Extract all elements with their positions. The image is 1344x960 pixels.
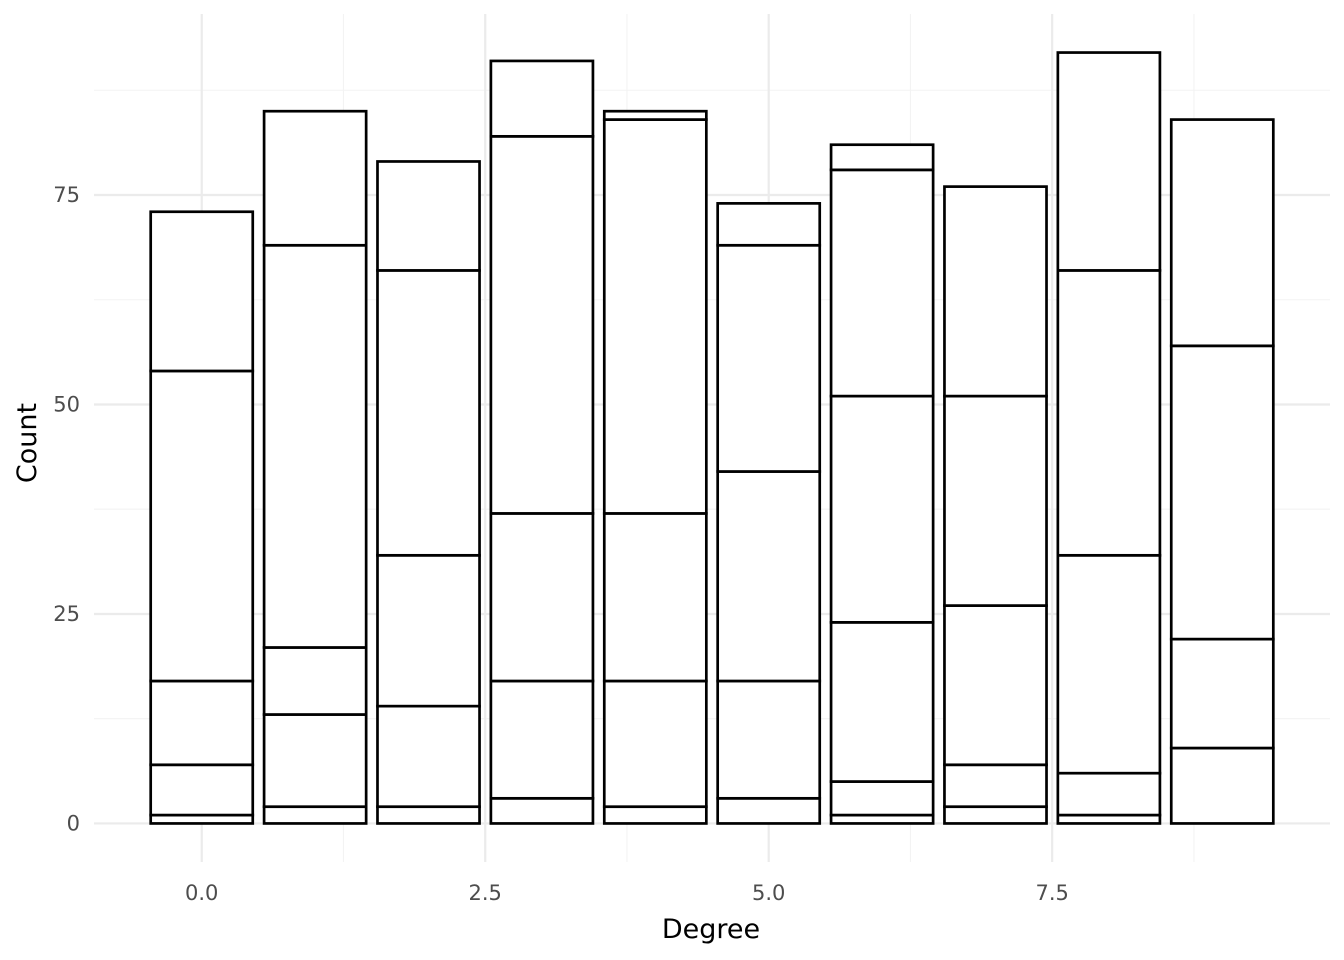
bar-segment — [262, 805, 368, 825]
x-axis-ticks: 0.0 2.5 5.0 7.5 — [185, 881, 1069, 905]
bar-segment — [1169, 637, 1275, 750]
bar-segment — [716, 796, 822, 825]
bar-segment — [943, 763, 1048, 809]
bar-segment — [943, 394, 1048, 607]
bar-segment — [149, 679, 255, 767]
bar-degree-3 — [489, 59, 595, 825]
bar-segment — [262, 109, 368, 247]
bar-segment — [602, 118, 708, 515]
bar-segment — [1056, 771, 1162, 817]
bar-segment — [1169, 118, 1275, 348]
bar-degree-1 — [262, 109, 368, 825]
bar-segment — [829, 168, 935, 398]
x-axis-title: Degree — [662, 914, 760, 945]
y-tick-label: 50 — [53, 392, 80, 416]
bar-segment — [943, 185, 1048, 398]
bar-segment — [376, 160, 481, 272]
bar-segment — [602, 109, 708, 121]
x-tick-label: 5.0 — [752, 881, 785, 905]
bar-segment — [489, 796, 595, 825]
x-tick-label: 0.0 — [185, 881, 218, 905]
y-axis-title: Count — [12, 403, 43, 483]
bar-segment — [262, 243, 368, 649]
bar-segment — [829, 780, 935, 817]
y-axis-ticks: 0 25 50 75 — [53, 183, 80, 835]
bar-segment — [716, 470, 822, 683]
bar-segment — [829, 394, 935, 624]
bar-segment — [716, 243, 822, 473]
y-tick-label: 0 — [67, 811, 80, 835]
bar-segment — [489, 59, 595, 138]
bar-segment — [602, 679, 708, 809]
bar-segment — [262, 713, 368, 809]
bar-segment — [602, 512, 708, 683]
bar-degree-7 — [943, 185, 1048, 825]
bar-segment — [1056, 269, 1162, 557]
bar-segment — [489, 512, 595, 683]
bar-segment — [829, 143, 935, 172]
y-tick-label: 75 — [53, 183, 80, 207]
bars — [149, 51, 1275, 825]
bar-segment — [376, 805, 481, 825]
bar-segment — [1056, 51, 1162, 272]
bar-segment — [376, 269, 481, 557]
bar-degree-8 — [1056, 51, 1162, 825]
bar-segment — [716, 202, 822, 247]
bar-segment — [1169, 344, 1275, 641]
x-tick-label: 2.5 — [469, 881, 502, 905]
bar-segment — [262, 646, 368, 716]
bar-segment — [376, 553, 481, 708]
bar-segment — [489, 134, 595, 515]
x-tick-label: 7.5 — [1035, 881, 1068, 905]
bar-degree-9 — [1169, 118, 1275, 825]
bar-degree-4 — [602, 109, 708, 825]
bar-segment — [1056, 553, 1162, 775]
bar-degree-2 — [376, 160, 481, 825]
bar-segment — [1169, 746, 1275, 825]
bar-segment — [149, 369, 255, 683]
bar-degree-0 — [149, 210, 255, 825]
bar-segment — [376, 704, 481, 809]
bar-segment — [829, 620, 935, 783]
bar-segment — [149, 210, 255, 373]
bar-segment — [943, 604, 1048, 767]
bar-segment — [149, 763, 255, 817]
y-tick-label: 25 — [53, 602, 80, 626]
bar-segment — [489, 679, 595, 800]
bar-segment — [602, 805, 708, 825]
bar-segment — [716, 679, 822, 800]
bar-degree-6 — [829, 143, 935, 825]
bar-degree-5 — [716, 202, 822, 825]
bar-segment — [943, 805, 1048, 825]
